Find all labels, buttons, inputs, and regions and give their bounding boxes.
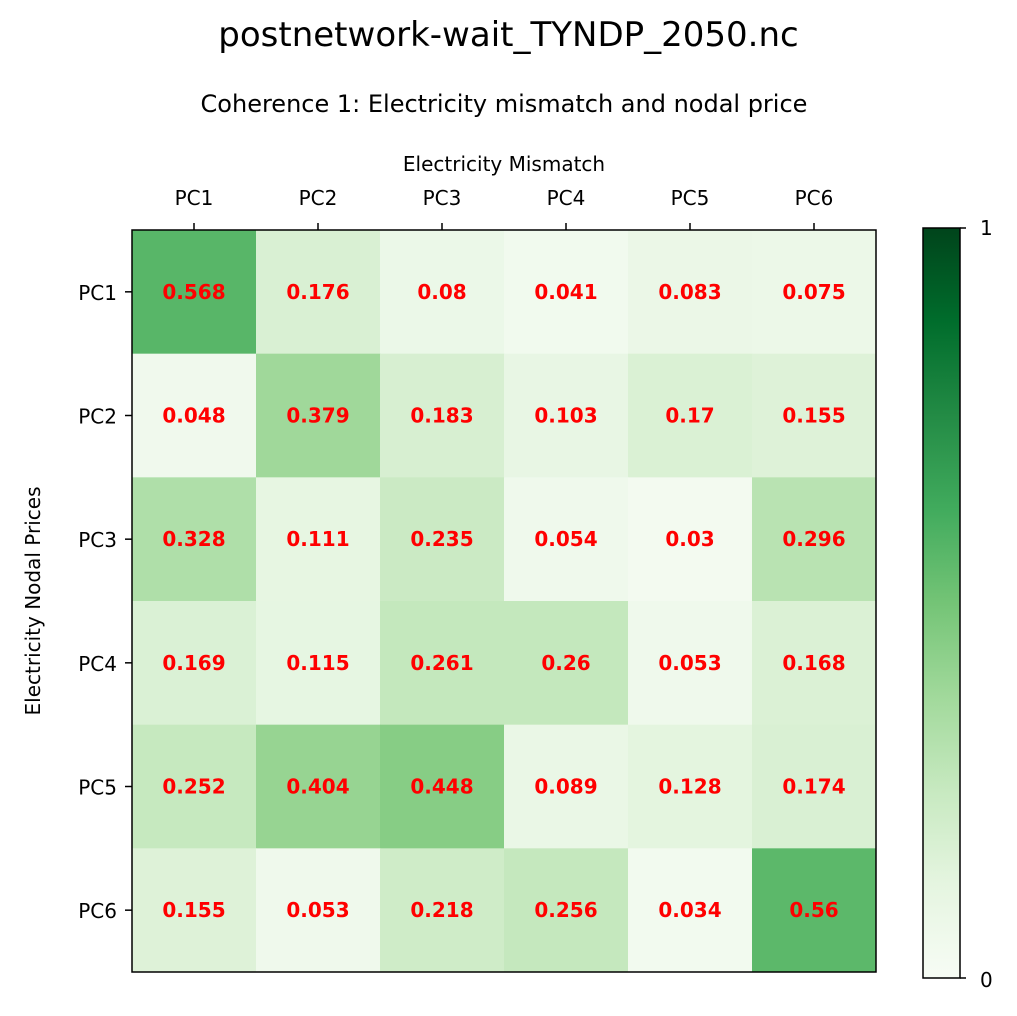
colorbar-tick-label-max: 1 (980, 216, 993, 240)
colorbar-gradient (922, 227, 961, 979)
cell-value-label: 0.296 (782, 527, 845, 551)
cell-value-label: 0.083 (658, 280, 721, 304)
cell-value-label: 0.174 (782, 775, 845, 799)
cell-value-label: 0.089 (534, 775, 597, 799)
cell-value-label: 0.218 (410, 898, 473, 922)
cell-value-label: 0.379 (286, 404, 349, 428)
cell-value-label: 0.261 (410, 651, 473, 675)
x-tick-label: PC4 (547, 186, 586, 210)
heatmap-cell (628, 848, 753, 973)
cell-value-label: 0.26 (541, 651, 590, 675)
x-tick-label: PC2 (299, 186, 338, 210)
heatmap-cell (628, 724, 753, 849)
cell-value-label: 0.252 (162, 775, 225, 799)
heatmap-cell (256, 848, 381, 973)
heatmap-cell (504, 601, 629, 726)
heatmap-cell (132, 724, 257, 849)
heatmap-cells (132, 230, 877, 973)
y-tick-label: PC5 (78, 776, 117, 800)
cell-value-label: 0.041 (534, 280, 597, 304)
x-axis-label: Electricity Mismatch (403, 152, 605, 176)
heatmap-cell (752, 477, 877, 602)
heatmap-cell (628, 477, 753, 602)
cell-value-label: 0.235 (410, 527, 473, 551)
chart-title: Coherence 1: Electricity mismatch and no… (200, 90, 808, 118)
cell-value-label: 0.103 (534, 404, 597, 428)
y-axis-label: Electricity Nodal Prices (21, 487, 45, 716)
cell-value-label: 0.048 (162, 404, 225, 428)
heatmap-cell (504, 724, 629, 849)
heatmap-cell (132, 353, 257, 478)
heatmap-cell (380, 477, 505, 602)
heatmap-cell (752, 724, 877, 849)
figure-suptitle: postnetwork-wait_TYNDP_2050.nc (218, 15, 799, 55)
heatmap-cell (132, 601, 257, 726)
x-tick-label: PC6 (795, 186, 834, 210)
heatmap-cell (256, 601, 381, 726)
cell-value-label: 0.054 (534, 527, 597, 551)
cell-value-label: 0.328 (162, 527, 225, 551)
y-tick-label: PC6 (78, 899, 117, 923)
cell-value-label: 0.155 (162, 898, 225, 922)
cell-value-label: 0.03 (665, 527, 714, 551)
cell-value-label: 0.075 (782, 280, 845, 304)
heatmap-cell (380, 601, 505, 726)
cell-value-label: 0.448 (410, 775, 473, 799)
y-tick-label: PC1 (78, 281, 117, 305)
heatmap-cell (256, 230, 381, 355)
cell-value-label: 0.053 (658, 651, 721, 675)
cell-value-label: 0.111 (286, 527, 349, 551)
x-tick-label: PC3 (423, 186, 462, 210)
heatmap-cell (752, 353, 877, 478)
heatmap-cell-labels: 0.568 0.176 0.08 0.041 0.083 0.075 0.048 0.379 0… (162, 280, 845, 922)
colorbar-tick-label-min: 0 (980, 968, 993, 992)
cell-value-label: 0.128 (658, 775, 721, 799)
cell-value-label: 0.168 (782, 651, 845, 675)
heatmap-cell (380, 724, 505, 849)
colorbar: 1 0 (922, 216, 993, 992)
heatmap-cell (628, 601, 753, 726)
x-axis-ticks: PC1 PC2 PC3 PC4 PC5 PC6 (175, 186, 834, 230)
y-tick-label: PC2 (78, 405, 117, 429)
y-tick-label: PC3 (78, 528, 117, 552)
heatmap-cell (504, 477, 629, 602)
heatmap-cell (752, 230, 877, 355)
cell-value-label: 0.568 (162, 280, 225, 304)
heatmap-cell (752, 848, 877, 973)
heatmap-cell (504, 230, 629, 355)
heatmap-cell (256, 353, 381, 478)
heatmap-cell (628, 230, 753, 355)
cell-value-label: 0.034 (658, 898, 721, 922)
cell-value-label: 0.17 (665, 404, 714, 428)
heatmap-cell (256, 477, 381, 602)
heatmap-cell (752, 601, 877, 726)
heatmap-cell (380, 353, 505, 478)
heatmap-cell (504, 353, 629, 478)
cell-value-label: 0.56 (789, 898, 838, 922)
heatmap-cell (380, 230, 505, 355)
y-axis-ticks: PC1 PC2 PC3 PC4 PC5 PC6 (78, 281, 132, 923)
heatmap-cell (132, 848, 257, 973)
cell-value-label: 0.053 (286, 898, 349, 922)
y-tick-label: PC4 (78, 652, 117, 676)
heatmap-cell (132, 230, 257, 355)
x-tick-label: PC5 (671, 186, 710, 210)
heatmap-cell (132, 477, 257, 602)
heatmap-cell (380, 848, 505, 973)
heatmap-cell (628, 353, 753, 478)
cell-value-label: 0.169 (162, 651, 225, 675)
cell-value-label: 0.155 (782, 404, 845, 428)
cell-value-label: 0.08 (417, 280, 466, 304)
cell-value-label: 0.256 (534, 898, 597, 922)
heatmap-cell (256, 724, 381, 849)
cell-value-label: 0.176 (286, 280, 349, 304)
cell-value-label: 0.115 (286, 651, 349, 675)
x-tick-label: PC1 (175, 186, 214, 210)
heatmap-cell (504, 848, 629, 973)
cell-value-label: 0.183 (410, 404, 473, 428)
cell-value-label: 0.404 (286, 775, 349, 799)
plot-frame (131, 229, 877, 973)
